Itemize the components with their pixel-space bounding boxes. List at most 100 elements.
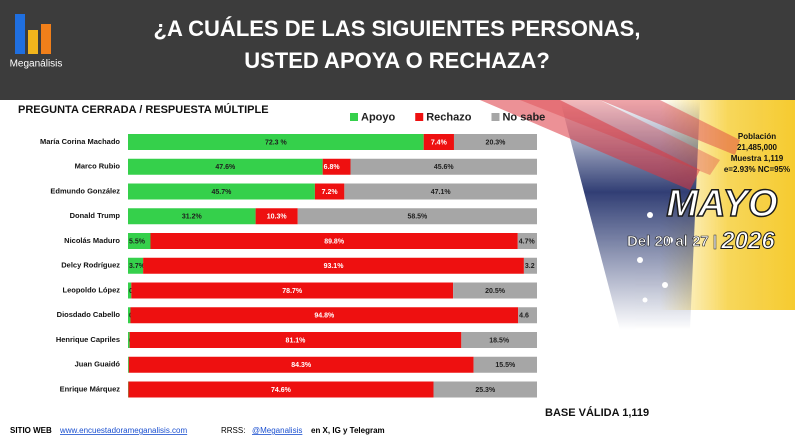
sample-info: Muestra 1,119 bbox=[731, 154, 784, 163]
sample-info: Población bbox=[738, 132, 776, 141]
category-label: María Corina Machado bbox=[40, 137, 120, 146]
value-label: 7.2% bbox=[322, 189, 339, 196]
bar-segment bbox=[128, 233, 151, 249]
value-label: 20.5% bbox=[485, 288, 506, 295]
bar-segment bbox=[255, 208, 298, 225]
bar-segment bbox=[473, 356, 537, 373]
date-range: Del 20 al 27 | bbox=[627, 233, 717, 250]
bar-segment bbox=[433, 381, 537, 398]
category-label: Henrique Capriles bbox=[56, 335, 120, 344]
value-label: 94.8% bbox=[314, 313, 335, 320]
value-label: 78.7% bbox=[282, 288, 303, 295]
value-label: 47.1% bbox=[431, 189, 452, 196]
sample-info: 21,485,000 bbox=[737, 143, 778, 152]
legend-label: No sabe bbox=[502, 111, 545, 123]
value-label: 45.6% bbox=[434, 164, 455, 171]
bar-segment bbox=[461, 332, 537, 348]
value-label: 25.3% bbox=[475, 387, 496, 394]
category-label: Delcy Rodríguez bbox=[61, 261, 120, 270]
value-label: 45.7% bbox=[212, 189, 233, 196]
bar-segment bbox=[423, 134, 454, 150]
legend-label: Apoyo bbox=[361, 111, 396, 123]
plot: María Corina Machado 72.3 % 7.4% 20.3% Marco… bbox=[40, 134, 537, 398]
category-label: Enrique Márquez bbox=[60, 384, 121, 393]
brand: Meganálisis bbox=[10, 59, 63, 70]
footer-text: en X, IG y Telegram bbox=[311, 426, 385, 435]
bar-segment bbox=[143, 257, 524, 274]
category-label: Diosdado Cabello bbox=[57, 310, 121, 319]
bar-segment bbox=[453, 134, 537, 150]
value-label: 5.5% bbox=[129, 238, 146, 245]
legend: Apoyo Rechazo No sabe bbox=[350, 111, 545, 123]
bar-segment bbox=[517, 233, 537, 249]
category-label: Nicolás Maduro bbox=[64, 236, 120, 245]
bar-segment bbox=[518, 307, 537, 324]
value-label: 31.2% bbox=[182, 214, 203, 221]
bar-segment bbox=[150, 233, 518, 249]
category-label: Juan Guaidó bbox=[75, 360, 121, 369]
sample-info: e=2.93% NC=95% bbox=[724, 165, 790, 174]
bar-segment bbox=[344, 183, 537, 200]
bar-segment bbox=[128, 134, 424, 150]
bar-segment bbox=[128, 381, 434, 398]
logo bbox=[15, 14, 51, 54]
bar-segment bbox=[314, 183, 345, 200]
value-label: 47.6% bbox=[215, 164, 236, 171]
bar-segment bbox=[128, 257, 144, 274]
value-label: 3.7% bbox=[129, 263, 146, 270]
value-label: 89.8% bbox=[324, 238, 345, 245]
value-label: 7.4% bbox=[431, 139, 448, 146]
bar-segment bbox=[130, 307, 519, 324]
category-label: Leopoldo López bbox=[63, 285, 121, 294]
value-label: 72.3 % bbox=[265, 139, 288, 146]
value-label: 18.5% bbox=[489, 337, 510, 344]
value-label: 58.5% bbox=[407, 214, 428, 221]
bar-segment bbox=[128, 356, 474, 373]
flag-decoration bbox=[480, 95, 795, 330]
legend-swatch bbox=[415, 113, 424, 121]
value-label: 3.2 bbox=[525, 263, 535, 270]
bar-segment bbox=[131, 282, 454, 299]
value-label: 84.3% bbox=[291, 362, 312, 369]
value-label: 15.5% bbox=[495, 362, 516, 369]
bar-segment bbox=[453, 282, 537, 299]
value-label: 4.7% bbox=[519, 238, 536, 245]
bar-segment bbox=[128, 183, 315, 200]
bar-segment bbox=[129, 332, 462, 348]
footer-label: RRSS: bbox=[221, 426, 245, 435]
legend-swatch bbox=[350, 113, 358, 121]
bar-segment bbox=[297, 208, 537, 225]
title-line: ¿A CUÁLES DE LAS SIGUIENTES PERSONAS, bbox=[154, 16, 641, 41]
bar-segment bbox=[322, 158, 351, 175]
value-label: 20.3% bbox=[486, 139, 507, 146]
value-label: 74.6% bbox=[271, 387, 292, 394]
bar-segment bbox=[523, 257, 537, 274]
month: MAYO bbox=[666, 183, 777, 225]
footer-link[interactable]: @Meganalisis bbox=[252, 426, 302, 435]
subtitle: PREGUNTA CERRADA / RESPUESTA MÚLTIPLE bbox=[18, 103, 269, 116]
value-label: 81.1% bbox=[286, 337, 307, 344]
bar-segment bbox=[128, 208, 256, 225]
bar-segment bbox=[128, 356, 129, 373]
category-label: Marco Rubio bbox=[75, 162, 121, 171]
value-label: 4.6 bbox=[519, 313, 529, 320]
bar-segment bbox=[128, 332, 130, 348]
value-label: 10.3% bbox=[267, 214, 288, 221]
bar-segment bbox=[128, 158, 323, 175]
category-label: Edmundo González bbox=[50, 186, 120, 195]
category-label: Donald Trump bbox=[70, 211, 121, 220]
footer-label: SITIO WEB bbox=[10, 426, 52, 435]
year: 2026 bbox=[720, 227, 775, 254]
legend-swatch bbox=[491, 113, 500, 121]
title-line: USTED APOYA O RECHAZA? bbox=[244, 48, 550, 73]
base: BASE VÁLIDA 1,119 bbox=[545, 406, 649, 419]
bar-segment bbox=[128, 282, 132, 299]
header bbox=[0, 0, 795, 100]
bar-segment bbox=[128, 307, 131, 324]
bar-segment bbox=[350, 158, 537, 175]
value-label: 6.8% bbox=[324, 164, 341, 171]
legend-label: Rechazo bbox=[426, 111, 472, 123]
value-label: 93.1% bbox=[324, 263, 345, 270]
footer-link[interactable]: www.encuestadorameganalisis.com bbox=[59, 426, 188, 435]
